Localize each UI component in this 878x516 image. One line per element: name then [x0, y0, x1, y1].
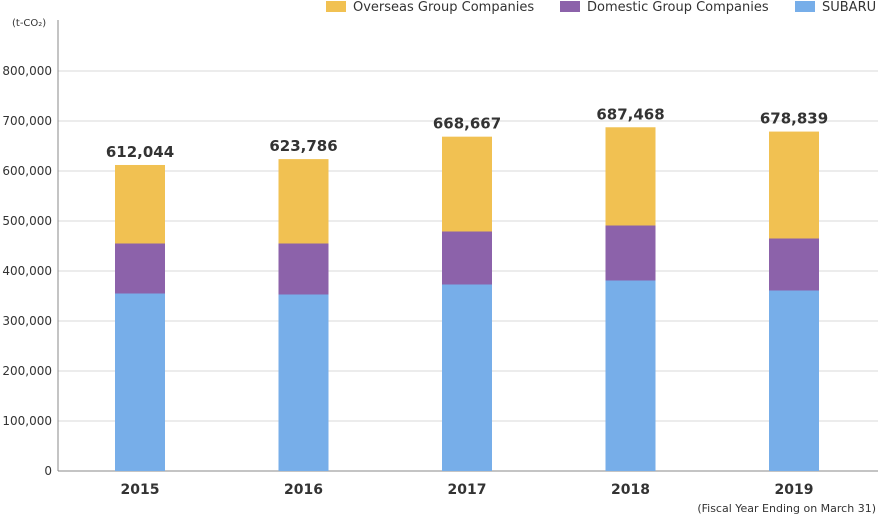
legend-label-overseas-group-companies: Overseas Group Companies	[353, 0, 534, 15]
bar-segment-subaru	[769, 290, 819, 471]
y-tick-label: 0	[44, 464, 52, 478]
y-tick-label: 700,000	[2, 114, 52, 128]
bar-segment-domestic-group-companies	[605, 225, 656, 281]
legend-swatch-subaru	[795, 1, 815, 12]
bar-total-label: 623,786	[269, 137, 337, 155]
bar-segment-subaru	[278, 294, 329, 471]
bar-segment-overseas-group-companies	[605, 127, 656, 226]
legend-swatch-overseas-group-companies	[326, 1, 346, 12]
x-tick-label: 2017	[448, 482, 487, 498]
bar-segment-overseas-group-companies	[442, 136, 492, 232]
bar-total-label: 687,468	[596, 105, 664, 123]
bar-total-label: 612,044	[106, 143, 174, 161]
bar-segment-subaru	[605, 280, 656, 471]
legend-swatch-domestic-group-companies	[560, 1, 580, 12]
y-tick-label: 300,000	[2, 314, 52, 328]
bar-segment-overseas-group-companies	[769, 131, 819, 239]
y-tick-label: 400,000	[2, 264, 52, 278]
bar-segment-subaru	[115, 293, 165, 471]
bar-segment-overseas-group-companies	[115, 164, 165, 244]
x-tick-label: 2016	[284, 482, 323, 498]
bar-segment-domestic-group-companies	[442, 231, 492, 285]
bar-segment-domestic-group-companies	[278, 243, 329, 295]
bar-segment-subaru	[442, 284, 492, 471]
bar-total-label: 678,839	[760, 110, 828, 128]
y-tick-label: 100,000	[2, 414, 52, 428]
y-tick-label: 200,000	[2, 364, 52, 378]
y-unit-label: (t-CO₂)	[12, 18, 46, 29]
x-tick-label: 2019	[775, 482, 814, 498]
fiscal-year-note: (Fiscal Year Ending on March 31)	[697, 502, 876, 515]
y-tick-label: 800,000	[2, 64, 52, 78]
y-tick-label: 500,000	[2, 214, 52, 228]
legend-label-domestic-group-companies: Domestic Group Companies	[587, 0, 769, 15]
legend-label-subaru: SUBARU	[822, 0, 876, 15]
x-tick-label: 2018	[611, 482, 650, 498]
bar-segment-domestic-group-companies	[769, 238, 819, 291]
bar-total-label: 668,667	[433, 115, 501, 133]
bar-segment-domestic-group-companies	[115, 243, 165, 294]
y-tick-label: 600,000	[2, 164, 52, 178]
bar-segment-overseas-group-companies	[278, 159, 329, 244]
x-tick-label: 2015	[121, 482, 160, 498]
